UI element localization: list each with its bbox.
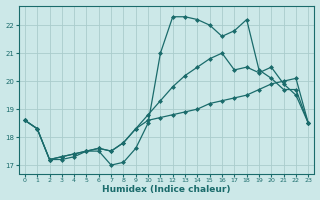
X-axis label: Humidex (Indice chaleur): Humidex (Indice chaleur) [102,185,231,194]
